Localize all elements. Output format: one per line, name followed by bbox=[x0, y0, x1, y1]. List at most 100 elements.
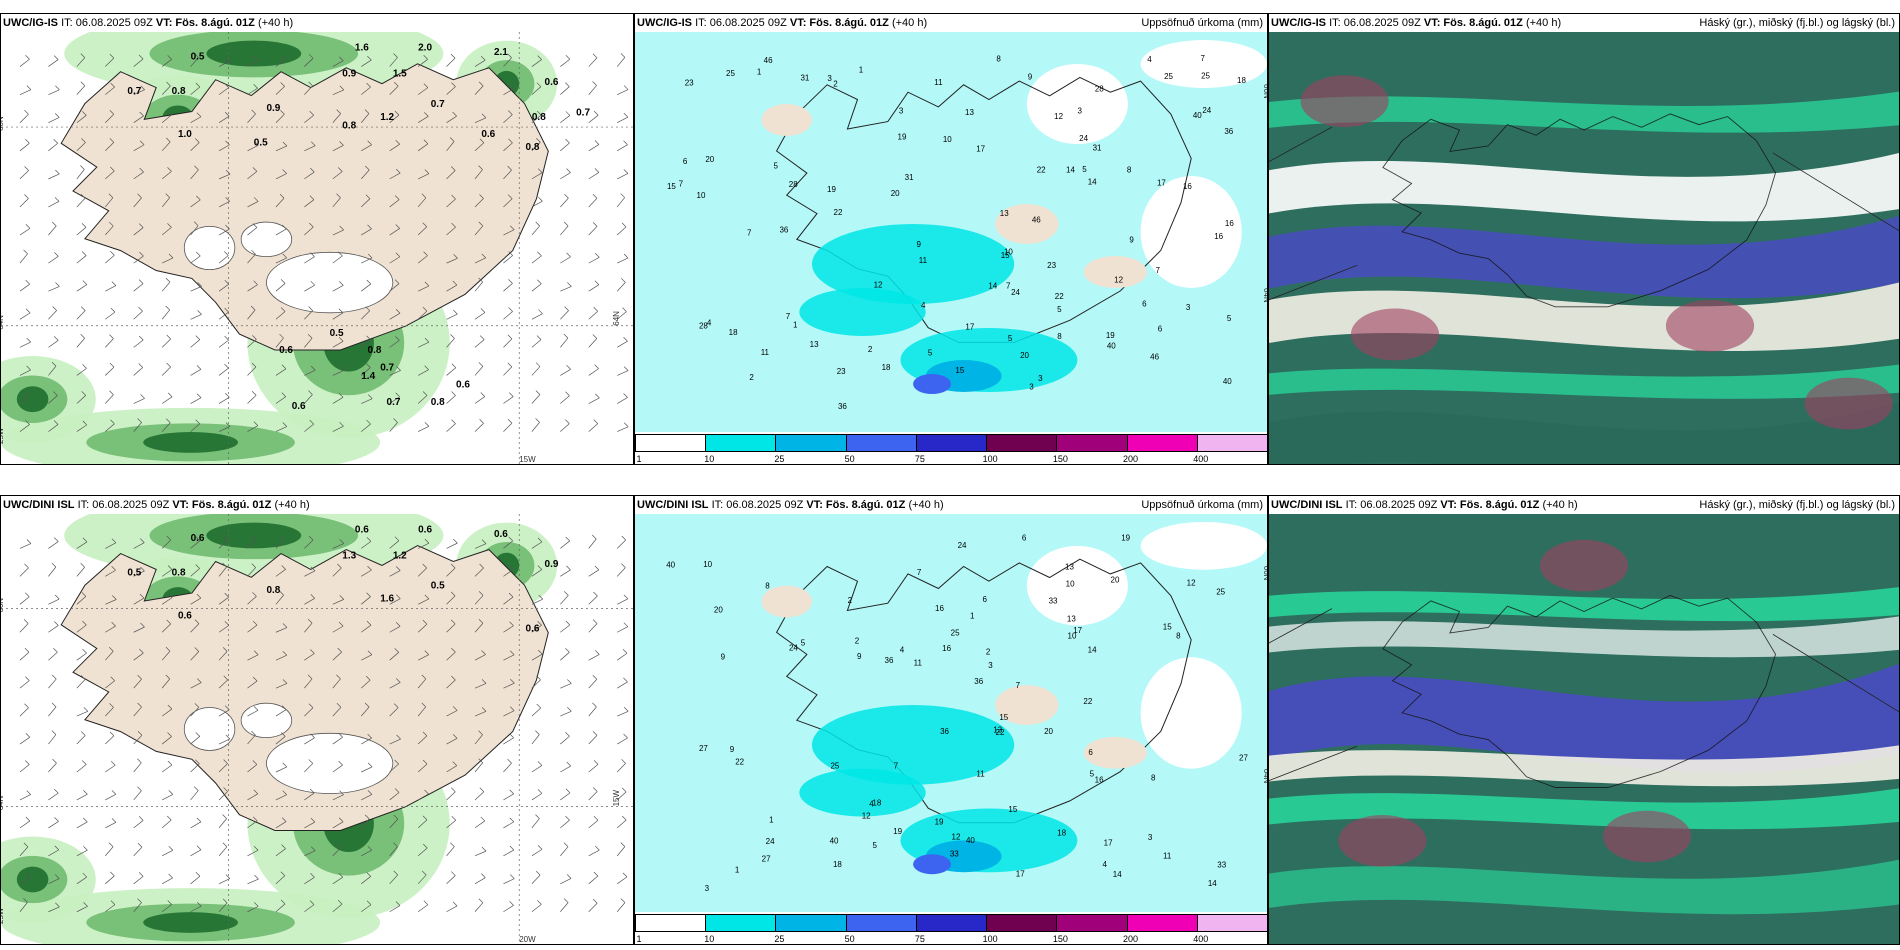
wind-barb bbox=[105, 676, 115, 689]
wind-barb bbox=[304, 419, 314, 432]
cloud-band bbox=[1269, 152, 1899, 222]
precip-value-label: 14 bbox=[1088, 178, 1097, 187]
wind-barb bbox=[190, 251, 201, 264]
wind-barb bbox=[417, 55, 428, 67]
wind-barb bbox=[617, 733, 628, 745]
precip-value-label: 24 bbox=[789, 643, 798, 652]
wind-barb bbox=[503, 536, 514, 549]
precip-value-label: 0.9 bbox=[342, 69, 356, 80]
wind-barb bbox=[617, 336, 628, 348]
wind-barb bbox=[161, 193, 170, 208]
precip-area-heavy bbox=[16, 386, 49, 413]
precip-value-label: 3 bbox=[1078, 106, 1083, 115]
wind-barb bbox=[588, 845, 600, 857]
wind-barb bbox=[531, 814, 540, 829]
panel-subtitle: Uppsöfnuð úrkoma (mm) bbox=[1141, 17, 1263, 29]
wind-barb bbox=[133, 648, 144, 661]
wind-barb bbox=[48, 758, 57, 773]
precip-value-label: 23 bbox=[837, 367, 846, 376]
wind-barb bbox=[446, 137, 455, 152]
precip-value-label: 40 bbox=[666, 561, 675, 570]
wind-barb bbox=[560, 111, 571, 123]
wind-barb bbox=[218, 898, 228, 912]
wind-barb bbox=[360, 165, 370, 180]
precip-value-label: 40 bbox=[1193, 111, 1202, 120]
wind-barb bbox=[133, 251, 144, 264]
wind-barb bbox=[133, 538, 145, 549]
precip-value-label: 7 bbox=[917, 568, 922, 577]
wind-barb bbox=[332, 703, 342, 717]
precip-value-label: 17 bbox=[976, 144, 985, 153]
map-wind-precip: 0.6 0.6 0.6 0.6 0.5 0.8 1.3 1.6 1.2 0.9 0.5 0.6 0.6 0… bbox=[1, 514, 633, 944]
cloud-band bbox=[1269, 364, 1899, 399]
wind-barb bbox=[76, 620, 87, 633]
wind-barb bbox=[275, 590, 284, 605]
wind-barb bbox=[105, 871, 115, 885]
wind-barb bbox=[105, 251, 115, 264]
precip-value-label: 36 bbox=[779, 226, 788, 235]
wind-barb bbox=[531, 845, 543, 857]
precip-value-label: 0.6 bbox=[292, 401, 306, 412]
wind-barb bbox=[105, 761, 116, 773]
wind-barb bbox=[560, 591, 569, 605]
wind-barb bbox=[247, 197, 259, 208]
wind-barb bbox=[76, 707, 89, 717]
map-cloud-cover bbox=[1269, 514, 1899, 944]
wind-barb bbox=[474, 787, 485, 801]
precip-value-label: 16 bbox=[942, 644, 951, 653]
wind-barb bbox=[76, 251, 87, 264]
precip-value-label: 2.0 bbox=[418, 43, 432, 54]
wind-barb bbox=[531, 279, 542, 292]
precip-value-label: 12 bbox=[1187, 579, 1196, 588]
wind-barb bbox=[161, 732, 172, 745]
wind-barb bbox=[389, 53, 398, 67]
wind-barb bbox=[133, 418, 142, 432]
wind-barb bbox=[616, 872, 628, 885]
wind-barb bbox=[275, 732, 286, 745]
wind-barb bbox=[360, 306, 370, 320]
wind-barb bbox=[76, 420, 88, 432]
precip-value-label: 31 bbox=[1093, 143, 1102, 152]
panel-wind-dini: UWC/DINI ISL IT: 06.08.2025 09Z VT: Fös.… bbox=[0, 495, 634, 945]
precip-value-label: 15 bbox=[1001, 251, 1010, 260]
precip-value-label: 11 bbox=[976, 769, 985, 778]
wind-barb bbox=[332, 842, 342, 857]
wind-barb bbox=[133, 872, 144, 885]
precip-area-moderate bbox=[811, 705, 1015, 785]
wind-barb bbox=[503, 733, 514, 745]
wind-barb bbox=[503, 225, 515, 236]
wind-barb bbox=[76, 280, 88, 292]
wind-barb bbox=[332, 366, 344, 376]
precip-value-label: 5 bbox=[1008, 334, 1013, 343]
wind-barb bbox=[247, 650, 259, 661]
wind-barb bbox=[361, 675, 371, 689]
wind-barb bbox=[531, 703, 541, 717]
axis-label: 66N bbox=[1262, 84, 1267, 99]
precip-value-label: 0.9 bbox=[266, 103, 280, 114]
precip-area-moderate bbox=[799, 768, 926, 817]
dry-area bbox=[1026, 545, 1128, 626]
precip-value-label: 0.5 bbox=[431, 581, 445, 592]
wind-barb bbox=[76, 53, 86, 67]
wind-barb bbox=[332, 337, 344, 348]
wind-barb bbox=[361, 335, 371, 348]
wind-barb bbox=[304, 873, 315, 885]
wind-barb bbox=[361, 224, 372, 236]
precip-value-label: 3 bbox=[705, 884, 710, 893]
colorbar-tick-label: 400 bbox=[1193, 934, 1209, 944]
axis-label: 64N bbox=[1, 315, 5, 330]
wind-barb bbox=[247, 706, 259, 717]
precip-value-label: 6 bbox=[1142, 299, 1147, 308]
wind-barb bbox=[474, 619, 484, 633]
wind-barb bbox=[247, 535, 257, 549]
wind-barb bbox=[105, 419, 115, 432]
wind-barb bbox=[161, 277, 171, 292]
wind-barb bbox=[218, 363, 229, 376]
wind-barb bbox=[560, 306, 569, 320]
wind-barb bbox=[474, 707, 487, 717]
wind-barb bbox=[560, 252, 571, 264]
precip-value-label: 0.8 bbox=[172, 86, 186, 97]
wind-barb bbox=[616, 307, 627, 320]
precip-value-label: 0.6 bbox=[191, 533, 205, 544]
iceland-coastline bbox=[1382, 595, 1776, 788]
